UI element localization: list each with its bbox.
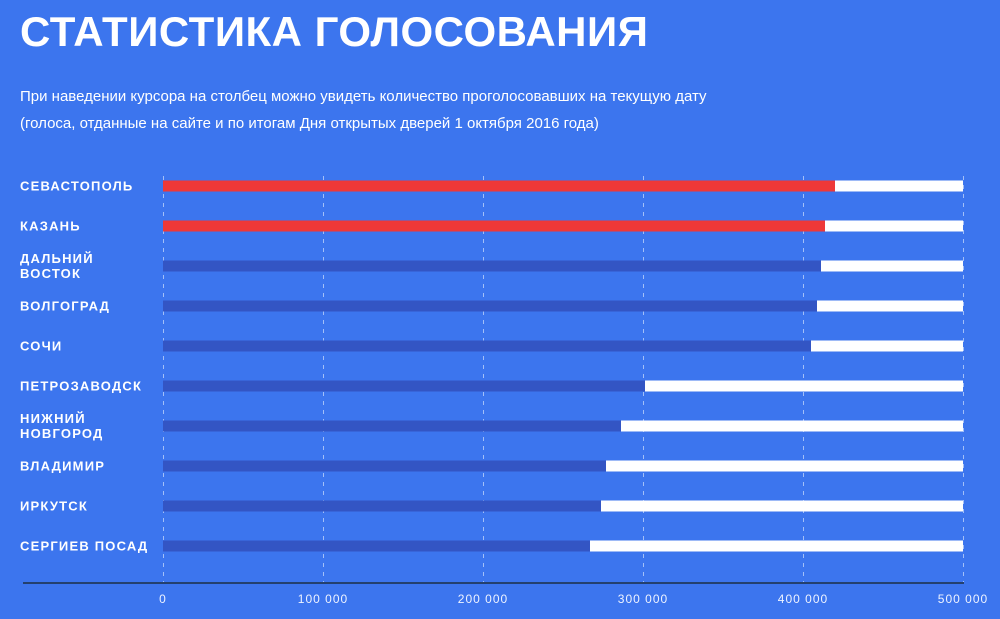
gridline	[483, 176, 484, 582]
subtitle-line-1: При наведении курсора на столбец можно у…	[20, 88, 707, 105]
x-tick-label: 400 000	[777, 592, 829, 606]
vote-bar-remainder	[590, 540, 963, 552]
city-label: НИЖНИЙ НОВГОРОД	[20, 411, 104, 441]
x-axis-line	[23, 582, 964, 584]
city-label: СЕРГИЕВ ПОСАД	[20, 538, 149, 554]
vote-bar[interactable]	[163, 220, 826, 232]
chart-row: ВОЛГОГРАД	[0, 286, 1000, 326]
city-label: СЕВАСТОПОЛЬ	[20, 178, 134, 194]
vote-bar-remainder	[820, 260, 963, 272]
vote-bar-remainder	[606, 460, 963, 472]
vote-bar-track	[163, 340, 963, 352]
vote-bar-track	[163, 260, 963, 272]
page-subtitle: При наведении курсора на столбец можно у…	[20, 83, 707, 137]
vote-bar[interactable]	[163, 380, 645, 392]
city-label: ДАЛЬНИЙ ВОСТОК	[20, 251, 94, 281]
chart-row: ИРКУТСК	[0, 486, 1000, 526]
vote-bar[interactable]	[163, 300, 818, 312]
vote-bar-track	[163, 300, 963, 312]
chart-row: НИЖНИЙ НОВГОРОД	[0, 406, 1000, 446]
chart-row: ВЛАДИМИР	[0, 446, 1000, 486]
chart-row: КАЗАНЬ	[0, 206, 1000, 246]
vote-bar-track	[163, 220, 963, 232]
vote-bar-remainder	[825, 220, 963, 232]
vote-bar-track	[163, 380, 963, 392]
vote-bar-track	[163, 460, 963, 472]
city-label: ВЛАДИМИР	[20, 458, 106, 474]
city-label: ПЕТРОЗАВОДСК	[20, 378, 143, 394]
gridline	[323, 176, 324, 582]
vote-bar[interactable]	[163, 540, 591, 552]
city-label: ИРКУТСК	[20, 498, 89, 514]
gridline	[803, 176, 804, 582]
x-axis-tick-labels: 0 100 000 200 000 300 000 400 000 500 000	[0, 592, 1000, 612]
vote-bar[interactable]	[163, 340, 811, 352]
vote-bar[interactable]	[163, 260, 821, 272]
city-label: СОЧИ	[20, 338, 63, 354]
vote-bar-remainder	[817, 300, 963, 312]
vote-bar[interactable]	[163, 420, 621, 432]
x-tick-label: 500 000	[937, 592, 989, 606]
city-label: КАЗАНЬ	[20, 218, 81, 234]
x-tick-label: 300 000	[617, 592, 669, 606]
city-label: ВОЛГОГРАД	[20, 298, 111, 314]
gridline	[963, 176, 964, 582]
vote-bar-remainder	[835, 180, 963, 192]
chart-row: СЕВАСТОПОЛЬ	[0, 166, 1000, 206]
vote-bar-track	[163, 500, 963, 512]
plot-area	[163, 170, 964, 582]
vote-bar-remainder	[811, 340, 963, 352]
x-tick-label: 0	[159, 592, 167, 606]
chart-row: ДАЛЬНИЙ ВОСТОК	[0, 246, 1000, 286]
vote-bar-track	[163, 540, 963, 552]
gridline	[643, 176, 644, 582]
subtitle-line-2: (голоса, отданные на сайте и по итогам Д…	[20, 115, 599, 132]
vote-bar[interactable]	[163, 180, 835, 192]
vote-bar-remainder	[644, 380, 963, 392]
gridline	[163, 176, 164, 582]
page-title: СТАТИСТИКА ГОЛОСОВАНИЯ	[20, 8, 649, 55]
vote-bar-remainder	[620, 420, 963, 432]
vote-bar-track	[163, 420, 963, 432]
vote-bar[interactable]	[163, 500, 602, 512]
vote-bar-remainder	[601, 500, 963, 512]
x-tick-label: 100 000	[297, 592, 349, 606]
chart-row: СЕРГИЕВ ПОСАД	[0, 526, 1000, 566]
chart-row: СОЧИ	[0, 326, 1000, 366]
vote-bar-track	[163, 180, 963, 192]
x-tick-label: 200 000	[457, 592, 509, 606]
vote-bar[interactable]	[163, 460, 607, 472]
chart-row: ПЕТРОЗАВОДСК	[0, 366, 1000, 406]
